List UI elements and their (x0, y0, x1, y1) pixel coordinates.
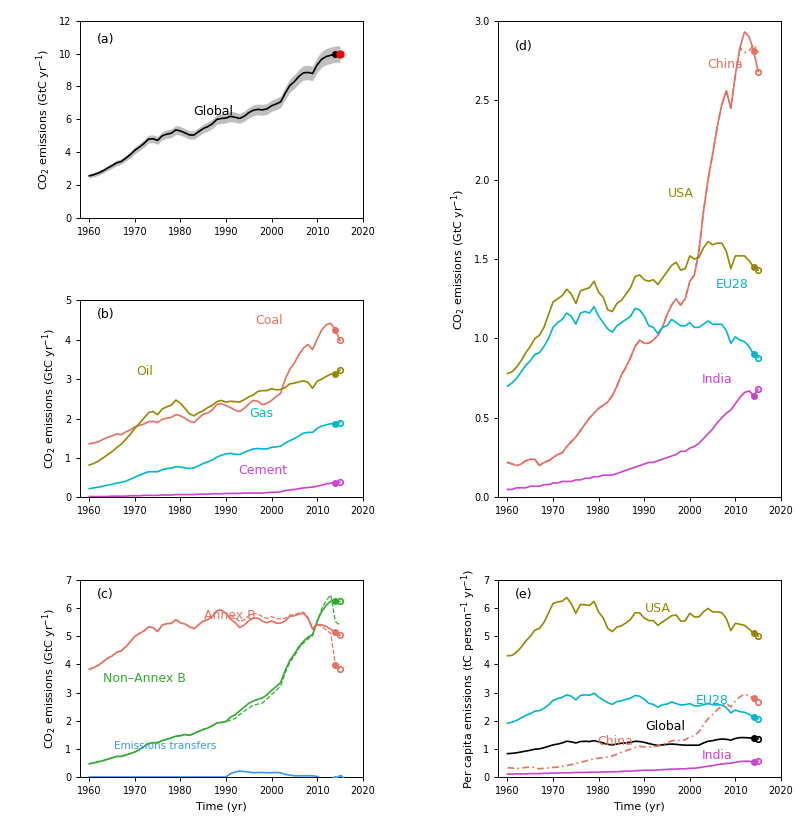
Text: EU28: EU28 (716, 278, 749, 291)
Text: (b): (b) (97, 308, 115, 322)
Text: India: India (702, 750, 733, 762)
Text: Non–Annex B: Non–Annex B (103, 672, 186, 686)
Y-axis label: CO$_2$ emissions (GtC yr$^{-1}$): CO$_2$ emissions (GtC yr$^{-1}$) (34, 49, 53, 189)
Text: (a): (a) (97, 32, 115, 46)
Text: EU28: EU28 (696, 694, 729, 707)
Text: USA: USA (646, 602, 671, 615)
X-axis label: Time (yr): Time (yr) (196, 802, 247, 812)
Text: USA: USA (668, 187, 694, 200)
Text: India: India (702, 373, 733, 386)
Text: (e): (e) (515, 588, 533, 601)
Text: China: China (598, 735, 633, 749)
Text: Emissions transfers: Emissions transfers (114, 741, 216, 751)
Y-axis label: Per capita emissions (tC person$^{-1}$ yr$^{-1}$): Per capita emissions (tC person$^{-1}$ y… (459, 568, 477, 789)
Text: Global: Global (193, 106, 233, 118)
Text: Cement: Cement (239, 464, 288, 477)
X-axis label: Time (yr): Time (yr) (614, 802, 665, 812)
Text: (c): (c) (97, 588, 114, 601)
Text: Annex B: Annex B (204, 609, 256, 622)
Y-axis label: CO$_2$ emissions (GtC yr$^{-1}$): CO$_2$ emissions (GtC yr$^{-1}$) (41, 328, 59, 470)
Text: (d): (d) (515, 40, 533, 53)
Text: Oil: Oil (137, 366, 154, 378)
Y-axis label: CO$_2$ emissions (GtC yr$^{-1}$): CO$_2$ emissions (GtC yr$^{-1}$) (449, 189, 469, 330)
Text: Coal: Coal (256, 314, 283, 327)
Text: Gas: Gas (250, 406, 274, 420)
Text: Global: Global (646, 720, 686, 733)
Text: China: China (707, 58, 743, 71)
Y-axis label: CO$_2$ emissions (GtC yr$^{-1}$): CO$_2$ emissions (GtC yr$^{-1}$) (41, 608, 59, 749)
